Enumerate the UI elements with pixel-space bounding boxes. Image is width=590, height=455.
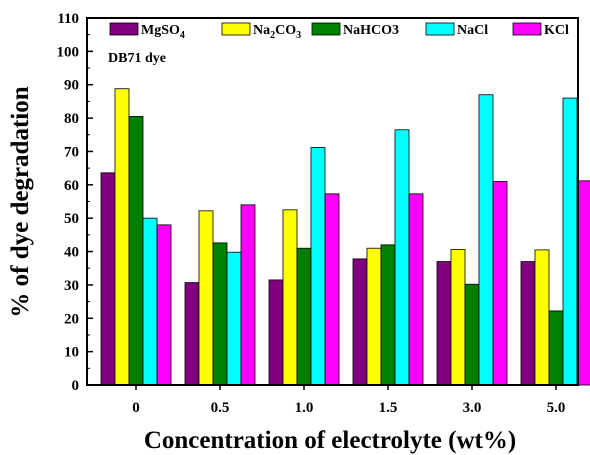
bars-group bbox=[100, 88, 590, 386]
bar-mgso-0-5 bbox=[184, 282, 200, 386]
bar-nacl-3-0 bbox=[478, 94, 494, 386]
y-tick-label: 80 bbox=[64, 111, 79, 127]
y-tick-label: 10 bbox=[64, 345, 79, 361]
bar-kcl-0-5 bbox=[240, 204, 256, 386]
y-tick-label: 20 bbox=[64, 311, 79, 327]
bar-na-0 bbox=[114, 88, 130, 386]
bar-nacl-5-0 bbox=[562, 97, 578, 386]
legend-swatch bbox=[221, 22, 251, 36]
x-tick-label: 0.5 bbox=[211, 400, 230, 416]
bar-na-3-0 bbox=[450, 249, 466, 386]
x-tick-label: 1.0 bbox=[295, 400, 314, 416]
y-tick-label: 30 bbox=[64, 278, 79, 294]
bar-mgso-0 bbox=[100, 172, 116, 386]
bar-kcl-3-0 bbox=[492, 181, 508, 386]
legend-label: MgSO4 bbox=[141, 23, 185, 41]
legend-label: Na2CO3 bbox=[253, 23, 301, 41]
y-tick-label: 0 bbox=[72, 378, 80, 394]
x-tick-label: 0 bbox=[132, 400, 140, 416]
y-tick-label: 60 bbox=[64, 178, 79, 194]
bar-kcl-1-0 bbox=[324, 193, 340, 386]
bar-mgso-5-0 bbox=[520, 261, 536, 386]
legend-label: NaCl bbox=[457, 23, 488, 38]
chart-annotation: DB71 dye bbox=[108, 51, 166, 66]
bar-nahco3-0 bbox=[128, 116, 144, 386]
bar-nacl-0 bbox=[142, 217, 158, 386]
bar-nahco3-3-0 bbox=[464, 283, 480, 386]
bar-nacl-1-0 bbox=[310, 147, 326, 386]
x-axis-ticks: 0 0.5 1.0 1.5 3.0 5.0 bbox=[132, 385, 565, 416]
y-tick-label: 100 bbox=[57, 44, 80, 60]
x-tick-label: 1.5 bbox=[379, 400, 398, 416]
y-tick-label: 110 bbox=[57, 11, 79, 27]
y-tick-label: 70 bbox=[64, 144, 79, 160]
bar-nahco3-0-5 bbox=[212, 242, 228, 386]
legend-label: KCl bbox=[544, 23, 569, 38]
legend: MgSO4 Na2CO3 NaHCO3 NaCl KCl bbox=[109, 22, 569, 41]
x-axis-title: Concentration of electrolyte (wt%) bbox=[144, 427, 516, 454]
bar-kcl-1-5 bbox=[408, 193, 424, 386]
legend-label: NaHCO3 bbox=[343, 23, 399, 38]
legend-swatch bbox=[109, 22, 139, 36]
bar-nacl-0-5 bbox=[226, 251, 242, 386]
y-tick-label: 40 bbox=[64, 245, 79, 261]
y-tick-label: 50 bbox=[64, 211, 79, 227]
legend-swatch bbox=[425, 22, 455, 36]
bar-kcl-0 bbox=[156, 224, 172, 386]
x-tick-label: 3.0 bbox=[463, 400, 482, 416]
bar-na-1-0 bbox=[282, 209, 298, 386]
y-tick-label: 90 bbox=[64, 78, 79, 94]
y-axis-title: % of dye degradation bbox=[7, 86, 34, 317]
bar-mgso-1-5 bbox=[352, 258, 368, 386]
bar-mgso-3-0 bbox=[436, 261, 452, 386]
x-tick-label: 5.0 bbox=[547, 400, 566, 416]
bar-na-0-5 bbox=[198, 210, 214, 386]
bar-nahco3-1-0 bbox=[296, 247, 312, 386]
legend-swatch bbox=[512, 22, 542, 36]
bar-na-5-0 bbox=[534, 249, 550, 386]
bar-mgso-1-0 bbox=[268, 279, 284, 386]
bar-nacl-1-5 bbox=[394, 129, 410, 386]
legend-swatch bbox=[311, 22, 341, 36]
bar-nahco3-5-0 bbox=[548, 310, 564, 386]
bar-na-1-5 bbox=[366, 247, 382, 386]
y-axis-ticks: 0 10 20 30 40 50 60 70 80 90 100 110 bbox=[57, 11, 93, 394]
bar-nahco3-1-5 bbox=[380, 244, 396, 386]
